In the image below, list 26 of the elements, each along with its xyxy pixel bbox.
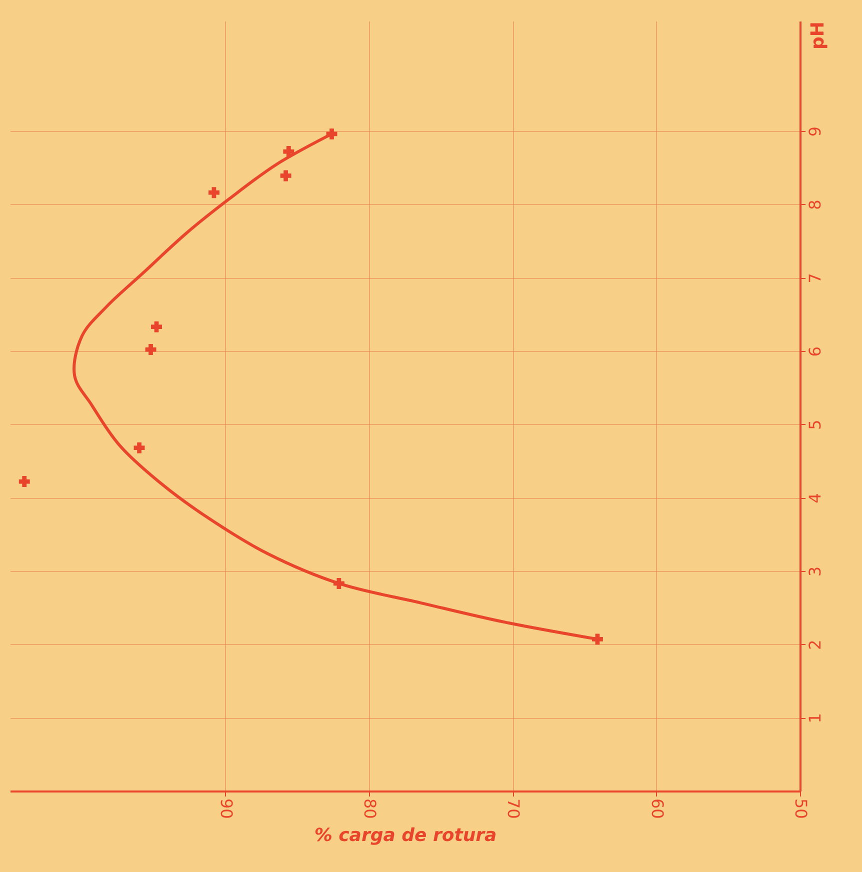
- point: [145, 344, 156, 356]
- point: [18, 476, 30, 488]
- point: [283, 146, 294, 158]
- point: [592, 634, 603, 645]
- y-tick-label: 2: [806, 640, 824, 650]
- x-tick-label: 90: [216, 798, 236, 819]
- y-tick-label: 7: [806, 273, 824, 284]
- y-tick-label: 9: [806, 126, 824, 137]
- point: [151, 321, 162, 332]
- x-tick-label: 80: [360, 798, 380, 819]
- x-tick-label: 50: [792, 798, 810, 819]
- point: [134, 442, 145, 454]
- y-tick-label: 3: [806, 566, 824, 577]
- point: [333, 578, 344, 589]
- point: [280, 170, 292, 182]
- y-tick-label: 6: [806, 346, 824, 357]
- x-tick-label: 60: [648, 798, 667, 819]
- x-axis-title: % carga de rotura: [314, 824, 497, 846]
- y-tick-label: 8: [806, 200, 824, 210]
- y-tick-label: 5: [806, 420, 824, 430]
- point: [326, 128, 338, 140]
- point: [208, 187, 220, 198]
- y-tick-label: 4: [806, 493, 824, 504]
- y-tick-label: 1: [806, 713, 824, 724]
- x-tick-label: 70: [504, 798, 524, 819]
- y-axis-title: pH: [808, 22, 828, 50]
